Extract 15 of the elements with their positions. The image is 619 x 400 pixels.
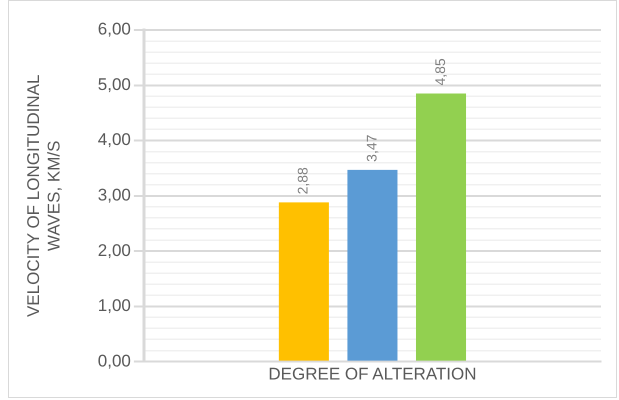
y-tick-label: 3,00: [98, 185, 131, 204]
bar: [347, 170, 398, 361]
data-label: 2,88: [294, 166, 311, 194]
data-label: 4,85: [432, 58, 448, 86]
y-tick-label: 1,00: [98, 296, 131, 316]
y-tick-label: 5,00: [98, 74, 131, 94]
y-tick-label: 4,00: [98, 130, 131, 150]
y-axis-title: VELOCITY OF LONGITUDINAL WAVES, KM/S: [24, 74, 64, 318]
bar: [278, 202, 329, 361]
y-tick-label: 0,00: [98, 351, 131, 370]
y-tick-label: 2,00: [98, 240, 131, 260]
x-tick-label: DEGREE OF ALTERATION: [268, 364, 477, 384]
bar: [416, 94, 466, 361]
y-tick-label: 6,00: [98, 20, 131, 39]
data-label: 3,47: [363, 134, 380, 162]
